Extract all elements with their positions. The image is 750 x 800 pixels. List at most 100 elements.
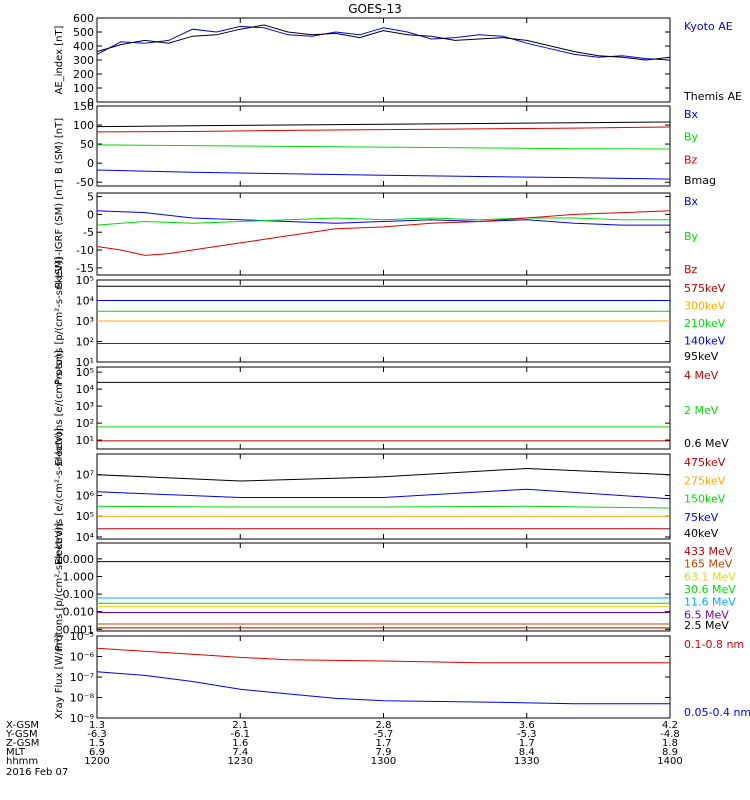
y-tick-label: 100 (73, 82, 94, 95)
x-axis-value: 1.8 (662, 738, 678, 749)
x-axis-value: 2.1 (232, 720, 248, 731)
x-axis-value: 8.9 (662, 747, 678, 758)
legend-entry: 150keV (684, 493, 726, 506)
x-axis-value: 1330 (514, 756, 539, 767)
y-tick-label: 300 (73, 54, 94, 67)
chart-title: GOES-13 (348, 2, 402, 16)
legend-entry: 0.05-0.4 nm (684, 706, 750, 719)
x-axis-row-label: X-GSM (6, 720, 39, 731)
legend-entry: 30.6 MeV (684, 583, 736, 596)
x-axis-value: 1.6 (232, 738, 248, 749)
legend-entry: 165 MeV (684, 558, 733, 571)
x-axis-value: 1.7 (519, 738, 535, 749)
legend-entry: 95keV (684, 350, 719, 363)
legend-entry: 6.5 MeV (684, 608, 729, 621)
y-tick-label: 150 (73, 100, 94, 113)
x-axis-value: 1200 (84, 756, 109, 767)
legend-entry: 575keV (684, 282, 726, 295)
panel-frame (96, 542, 671, 632)
series-line (96, 505, 671, 509)
x-axis-value: 8.4 (519, 747, 535, 758)
series-line (96, 210, 671, 256)
y-axis-label: B (SM) [nT] (54, 118, 65, 174)
y-tick-label: 10⁴ (76, 295, 95, 308)
y-tick-label: 10¹ (76, 356, 94, 369)
y-tick-label: 10² (76, 417, 94, 430)
x-axis-value: 6.9 (89, 747, 105, 758)
legend-entry: Kyoto AE (684, 20, 733, 33)
y-tick-label: 10³ (76, 400, 94, 413)
x-axis-date: 2016 Feb 07 (6, 767, 68, 778)
y-axis-label: Xray Flux [W/m²] (54, 634, 65, 719)
legend-entry: Bmag (684, 174, 716, 187)
x-axis-value: 1.7 (376, 738, 392, 749)
y-tick-label: 10¹ (76, 434, 94, 447)
x-axis-value: 7.9 (376, 747, 392, 758)
x-axis-value: -6.3 (87, 729, 107, 740)
x-axis-row-label: hhmm (6, 756, 38, 767)
panel-8: 10⁻⁹ 10⁻⁸ 10⁻⁷ 10⁻⁶ 10⁻⁵ Xray Flux [W/m²] 0.1-… (54, 630, 750, 725)
series-line (96, 25, 671, 61)
x-axis-value: 3.6 (519, 720, 535, 731)
legend-entry: By (684, 131, 699, 144)
legend-entry: 63.1 MeV (684, 570, 736, 583)
legend-entry: 475keV (684, 456, 726, 469)
x-axis-value: -5.3 (517, 729, 537, 740)
legend-entry: Bx (684, 195, 699, 208)
y-axis-label: Protons [p/(cm²-s-sr-keV)] (54, 257, 65, 385)
y-axis-label: B (SM)-IGRF (SM) [nT] (54, 179, 65, 288)
x-axis-value: 4.2 (662, 720, 678, 731)
panel-5: 10¹ 10² 10³ 10⁴ 10⁵ Electrons [e/(cm²-s-sr)] 4… (54, 350, 729, 466)
y-tick-label: 10⁵ (76, 510, 94, 523)
y-tick-label: 0 (87, 96, 94, 109)
panel-6: 10⁴ 10⁵ 10⁶ 10⁷ Electrons [e/(cm²-s-sr-keV)]… (54, 428, 726, 565)
series-line (96, 467, 671, 482)
legend-entry: 210keV (684, 317, 726, 330)
legend-entry: 75keV (684, 511, 719, 524)
legend-entry: Bz (684, 153, 698, 166)
y-tick-label: 10⁴ (76, 531, 95, 544)
y-tick-label: 10⁻⁹ (70, 712, 94, 725)
series-line (96, 144, 671, 150)
legend-entry: 11.6 MeV (684, 596, 736, 609)
y-tick-label: 10⁻⁷ (70, 671, 94, 684)
y-tick-label: 10⁵ (76, 274, 94, 287)
x-axis-value: 1400 (657, 756, 682, 767)
y-tick-label: 10⁴ (76, 383, 95, 396)
y-tick-label: -5 (83, 226, 94, 239)
panel-2: -50 0 50 100 150 B (SM) [nT] Bx By Bz Bmag (54, 100, 716, 189)
y-tick-label: 500 (73, 26, 94, 39)
series-line (96, 126, 671, 133)
series-line (96, 488, 671, 500)
legend-entry: Bx (684, 108, 699, 121)
y-tick-label: -50 (76, 176, 94, 189)
legend-entry: 140keV (684, 335, 726, 348)
series-line (96, 210, 670, 226)
x-axis-value: 1230 (228, 756, 253, 767)
y-axis-label: Electrons [e/(cm²-s-sr)] (54, 350, 65, 466)
y-tick-label: 400 (73, 40, 94, 53)
legend-entry: Bz (684, 263, 698, 276)
y-tick-label: 10⁻⁵ (70, 630, 94, 643)
series-line (96, 24, 671, 61)
y-tick-label: 0 (87, 208, 94, 221)
y-tick-label: 0.010 (63, 606, 95, 619)
x-axis-value: -4.8 (660, 729, 680, 740)
y-axis-label: Protons [p/(cm²-s-sr-keV)] (54, 523, 65, 651)
x-axis-value: -6.1 (230, 729, 250, 740)
legend-entry: 275keV (684, 474, 726, 487)
y-tick-label: 10⁵ (76, 366, 94, 379)
panel-frame (96, 635, 671, 719)
legend-entry: 0.6 MeV (684, 437, 729, 450)
y-tick-label: 100 (73, 119, 94, 132)
legend-entry: 40keV (684, 527, 719, 540)
legend-entry: 2 MeV (684, 404, 719, 417)
legend-entry: 433 MeV (684, 545, 733, 558)
y-tick-label: 10³ (76, 315, 94, 328)
y-tick-label: 600 (73, 12, 94, 25)
y-tick-label: 10⁻⁶ (70, 651, 95, 664)
series-line (96, 647, 670, 664)
legend-entry: Themis AE (683, 90, 742, 103)
